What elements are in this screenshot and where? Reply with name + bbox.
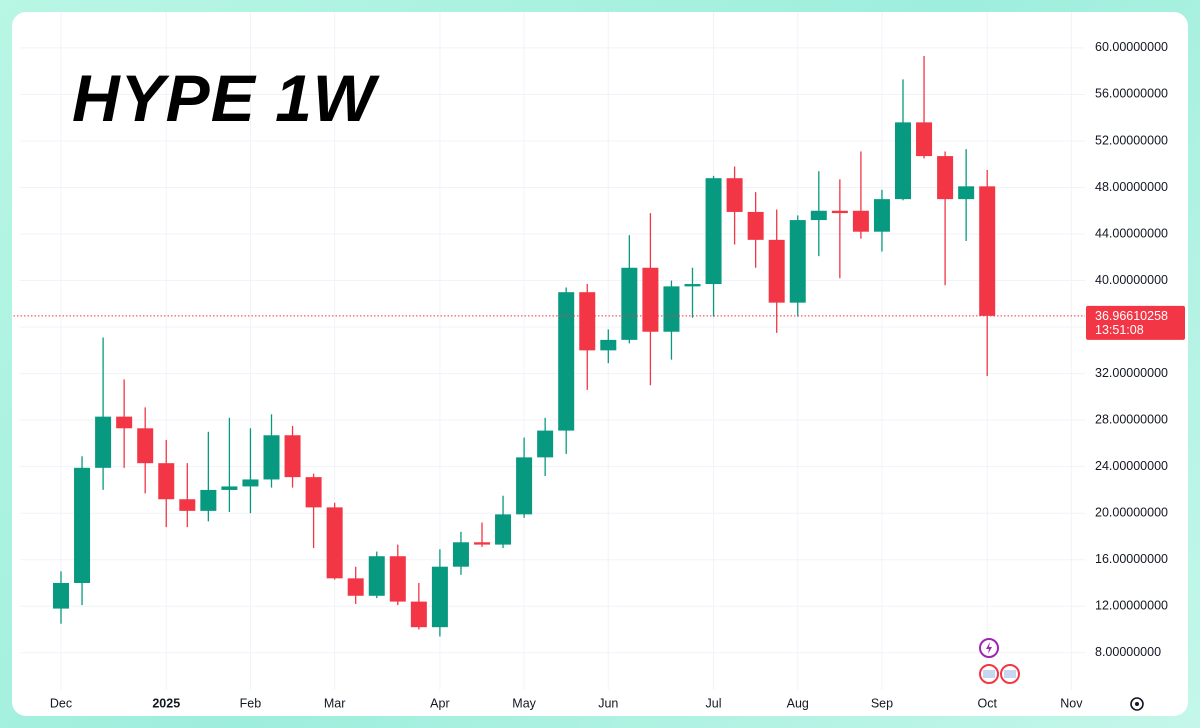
candle-body — [53, 582, 69, 609]
candle-body — [726, 178, 743, 212]
candle-body — [705, 178, 722, 285]
x-tick-label: 2025 — [152, 696, 180, 710]
y-tick-label: 28.00000000 — [1095, 412, 1168, 426]
candle-body — [558, 292, 575, 431]
candle-body — [916, 122, 933, 157]
y-tick-label: 44.00000000 — [1095, 226, 1168, 240]
candle-body — [516, 457, 533, 515]
candle-body — [768, 239, 785, 303]
candle-body — [958, 186, 975, 200]
candle-body — [410, 601, 427, 628]
candle-body — [368, 556, 385, 596]
candle-body — [179, 499, 196, 511]
candle-body — [789, 220, 806, 303]
x-tick-label: Jun — [598, 696, 618, 710]
candle-body — [284, 435, 301, 478]
candle-body — [137, 428, 154, 464]
countdown-label: 13:51:08 — [1095, 323, 1144, 337]
y-tick-label: 8.00000000 — [1095, 645, 1161, 659]
candle-body — [873, 199, 890, 232]
candle-body — [600, 339, 617, 351]
y-tick-label: 52.00000000 — [1095, 133, 1168, 147]
x-tick-label: Jul — [706, 696, 722, 710]
chart-title: HYPE 1W — [72, 61, 380, 135]
candle-body — [831, 210, 848, 214]
chart: HYPE 1W 8.00000000 12.00000000 16.00000000… — [12, 12, 1185, 711]
candle-body — [495, 514, 512, 545]
x-tick-label: Nov — [1060, 696, 1083, 710]
candle-body — [263, 435, 280, 480]
y-tick-label: 48.00000000 — [1095, 180, 1168, 194]
y-tick-label: 16.00000000 — [1095, 552, 1168, 566]
candle-body — [537, 430, 554, 458]
chart-panel: HYPE 1W 8.00000000 12.00000000 16.00000000… — [12, 12, 1188, 716]
candle-body — [221, 486, 238, 490]
settings-icon[interactable] — [1130, 697, 1144, 711]
candle-body — [937, 156, 954, 200]
candle-body — [95, 416, 112, 468]
y-tick-label: 32.00000000 — [1095, 366, 1168, 380]
candle-body — [747, 211, 764, 240]
candle-body — [642, 267, 659, 332]
x-tick-label: Aug — [787, 696, 809, 710]
candle-body — [474, 542, 490, 545]
candle-body — [326, 507, 343, 579]
y-tick-label: 56.00000000 — [1095, 87, 1168, 101]
candles — [53, 56, 996, 637]
candle-body — [852, 210, 869, 232]
candle-body — [347, 578, 364, 596]
settings-icon-dot — [1135, 702, 1139, 706]
x-tick-label: Feb — [240, 696, 262, 710]
event-icon-glyph — [986, 642, 992, 654]
x-tick-label: Sep — [871, 696, 893, 710]
y-tick-label: 12.00000000 — [1095, 599, 1168, 613]
candle-body — [579, 292, 596, 351]
settings-icon-ring — [1130, 697, 1144, 711]
flag-glyph — [983, 670, 995, 678]
candle-body — [200, 489, 217, 511]
event-icons — [979, 638, 1020, 684]
y-tick-label: 40.00000000 — [1095, 273, 1168, 287]
x-tick-label: Mar — [324, 696, 346, 710]
candle-body — [242, 479, 259, 487]
y-tick-label: 24.00000000 — [1095, 459, 1168, 473]
x-tick-label: Dec — [50, 696, 72, 710]
x-tick-label: May — [512, 696, 536, 710]
candle-body — [74, 467, 91, 583]
candle-body — [305, 477, 322, 508]
candle-body — [895, 122, 911, 200]
candle-body — [663, 286, 680, 332]
x-tick-label: Apr — [430, 696, 449, 710]
candle-body — [979, 186, 996, 316]
x-tick-label: Oct — [977, 696, 997, 710]
last-price-tag — [1086, 305, 1185, 340]
flag-glyph — [1004, 670, 1016, 678]
candle-body — [116, 416, 133, 429]
candle-body — [158, 463, 175, 500]
candle-body — [452, 542, 469, 567]
candle-body — [431, 566, 448, 628]
candle-body — [389, 556, 406, 602]
candle-body — [810, 210, 827, 221]
y-tick-label: 20.00000000 — [1095, 505, 1168, 519]
last-price-label: 36.96610258 — [1095, 309, 1168, 323]
candle-body — [684, 284, 701, 287]
candle-body — [621, 267, 638, 340]
y-tick-label: 60.00000000 — [1095, 40, 1168, 54]
